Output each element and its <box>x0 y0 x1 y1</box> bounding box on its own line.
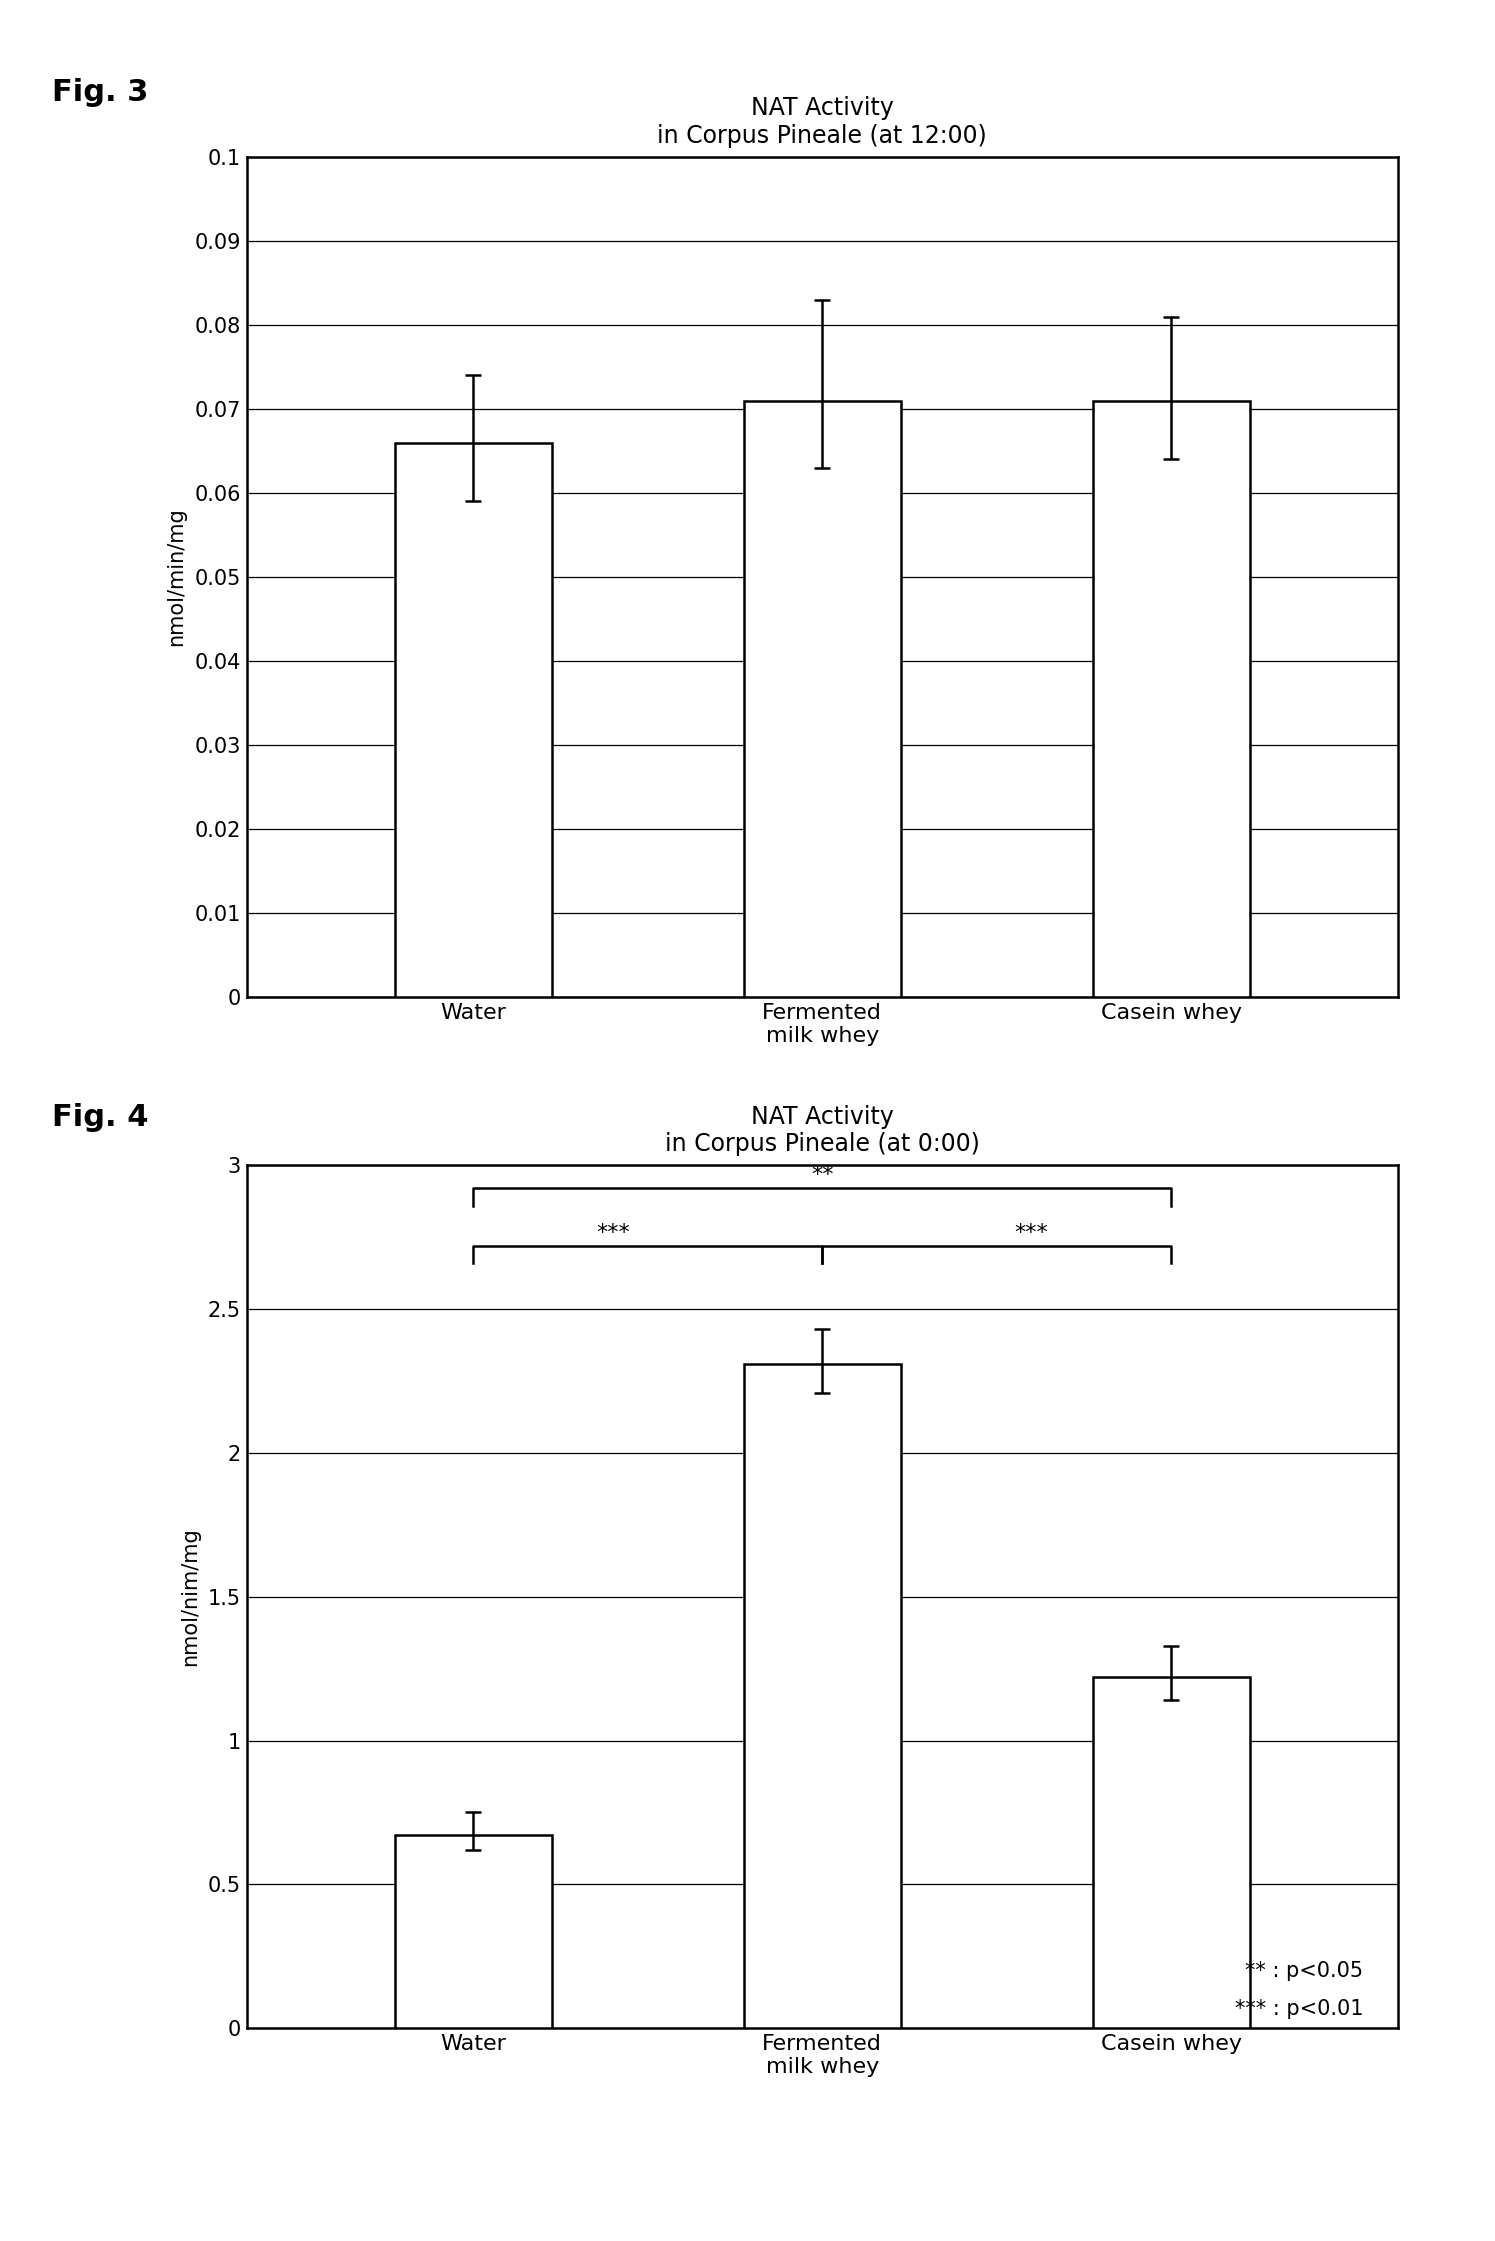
Bar <box>1093 1676 1250 2028</box>
Text: Fig. 3: Fig. 3 <box>52 78 148 108</box>
Bar <box>1093 401 1250 997</box>
Bar <box>745 1365 900 2028</box>
Y-axis label: nmol/nim/mg: nmol/nim/mg <box>179 1528 200 1665</box>
Text: ** : p<0.05: ** : p<0.05 <box>1245 1961 1363 1981</box>
Bar <box>395 1835 552 2028</box>
Text: *** : p<0.01: *** : p<0.01 <box>1235 1999 1363 2019</box>
Text: Fig. 4: Fig. 4 <box>52 1103 150 1132</box>
Text: **: ** <box>810 1165 834 1185</box>
Title: NAT Activity
in Corpus Pineale (at 0:00): NAT Activity in Corpus Pineale (at 0:00) <box>665 1105 979 1156</box>
Bar <box>395 444 552 997</box>
Y-axis label: nmol/min/mg: nmol/min/mg <box>166 509 187 645</box>
Text: ***: *** <box>1015 1224 1048 1244</box>
Text: ***: *** <box>597 1224 629 1244</box>
Bar <box>745 401 900 997</box>
Title: NAT Activity
in Corpus Pineale (at 12:00): NAT Activity in Corpus Pineale (at 12:00… <box>658 96 987 148</box>
